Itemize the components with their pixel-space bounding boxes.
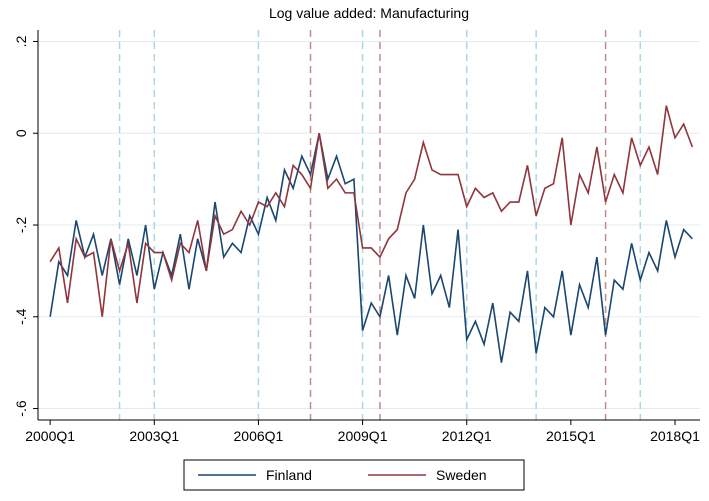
y-tick-label: .2: [13, 35, 29, 47]
x-tick-label: 2018Q1: [650, 428, 700, 444]
x-tick-label: 2006Q1: [234, 428, 284, 444]
x-tick-label: 2003Q1: [129, 428, 179, 444]
x-tick-label: 2012Q1: [442, 428, 492, 444]
legend-label: Sweden: [436, 467, 487, 483]
x-tick-label: 2009Q1: [338, 428, 388, 444]
line-series: [49, 105, 694, 317]
x-tick-label: 2015Q1: [546, 428, 596, 444]
legend-label: Finland: [266, 467, 312, 483]
y-tick-label: -.6: [13, 400, 29, 417]
x-tick-label: 2000Q1: [25, 428, 75, 444]
y-tick-label: -.4: [13, 308, 29, 325]
y-tick-label: 0: [13, 129, 29, 137]
line-series: [49, 133, 693, 363]
y-tick-label: -.2: [13, 217, 29, 234]
chart-title: Log value added: Manufacturing: [269, 5, 469, 21]
